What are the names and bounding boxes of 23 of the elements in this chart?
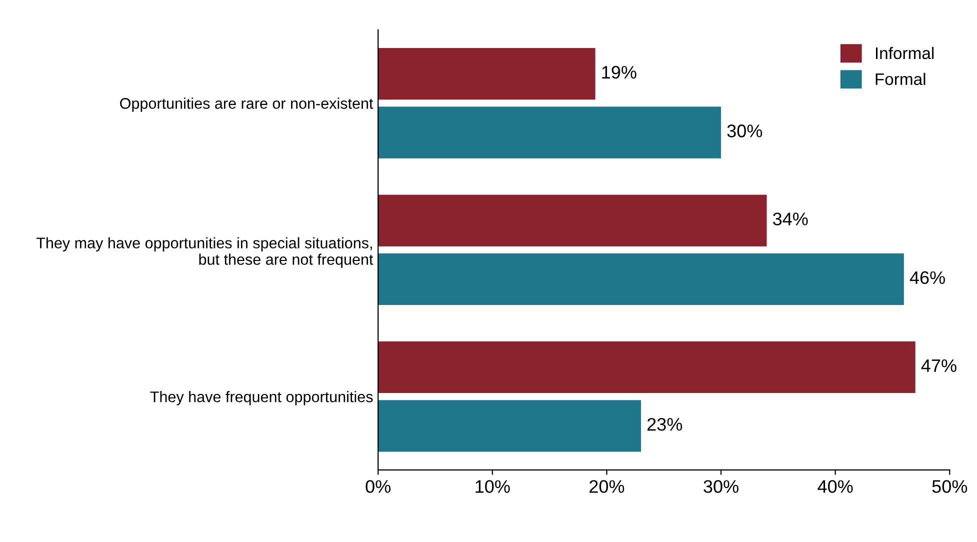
bar bbox=[378, 341, 916, 394]
data-label: 30% bbox=[727, 124, 762, 138]
data-label: 46% bbox=[910, 271, 945, 284]
legend-label: Formal bbox=[876, 72, 926, 86]
x-tick-label: 10% bbox=[476, 480, 510, 493]
bar bbox=[378, 48, 596, 100]
x-tick-label: 0% bbox=[366, 480, 391, 493]
x-tick-label: 50% bbox=[932, 480, 968, 493]
y-tick-label: They may have opportunities in special situations, but these are not frequent bbox=[36, 237, 374, 268]
bar bbox=[378, 253, 904, 306]
x-tick-label: 40% bbox=[818, 480, 853, 493]
bar bbox=[378, 400, 642, 452]
bar bbox=[378, 194, 767, 246]
data-label: 23% bbox=[647, 418, 682, 431]
legend-label: Informal bbox=[876, 46, 934, 60]
x-tick-label: 20% bbox=[590, 480, 624, 493]
bar bbox=[378, 106, 722, 158]
data-label: 34% bbox=[772, 212, 808, 226]
y-tick-label: Opportunities are rare or non-existent bbox=[120, 98, 374, 112]
data-label: 47% bbox=[921, 359, 956, 372]
x-tick-label: 30% bbox=[704, 480, 738, 493]
y-tick-label: They have frequent opportunities bbox=[150, 391, 373, 406]
data-label: 19% bbox=[602, 66, 636, 79]
